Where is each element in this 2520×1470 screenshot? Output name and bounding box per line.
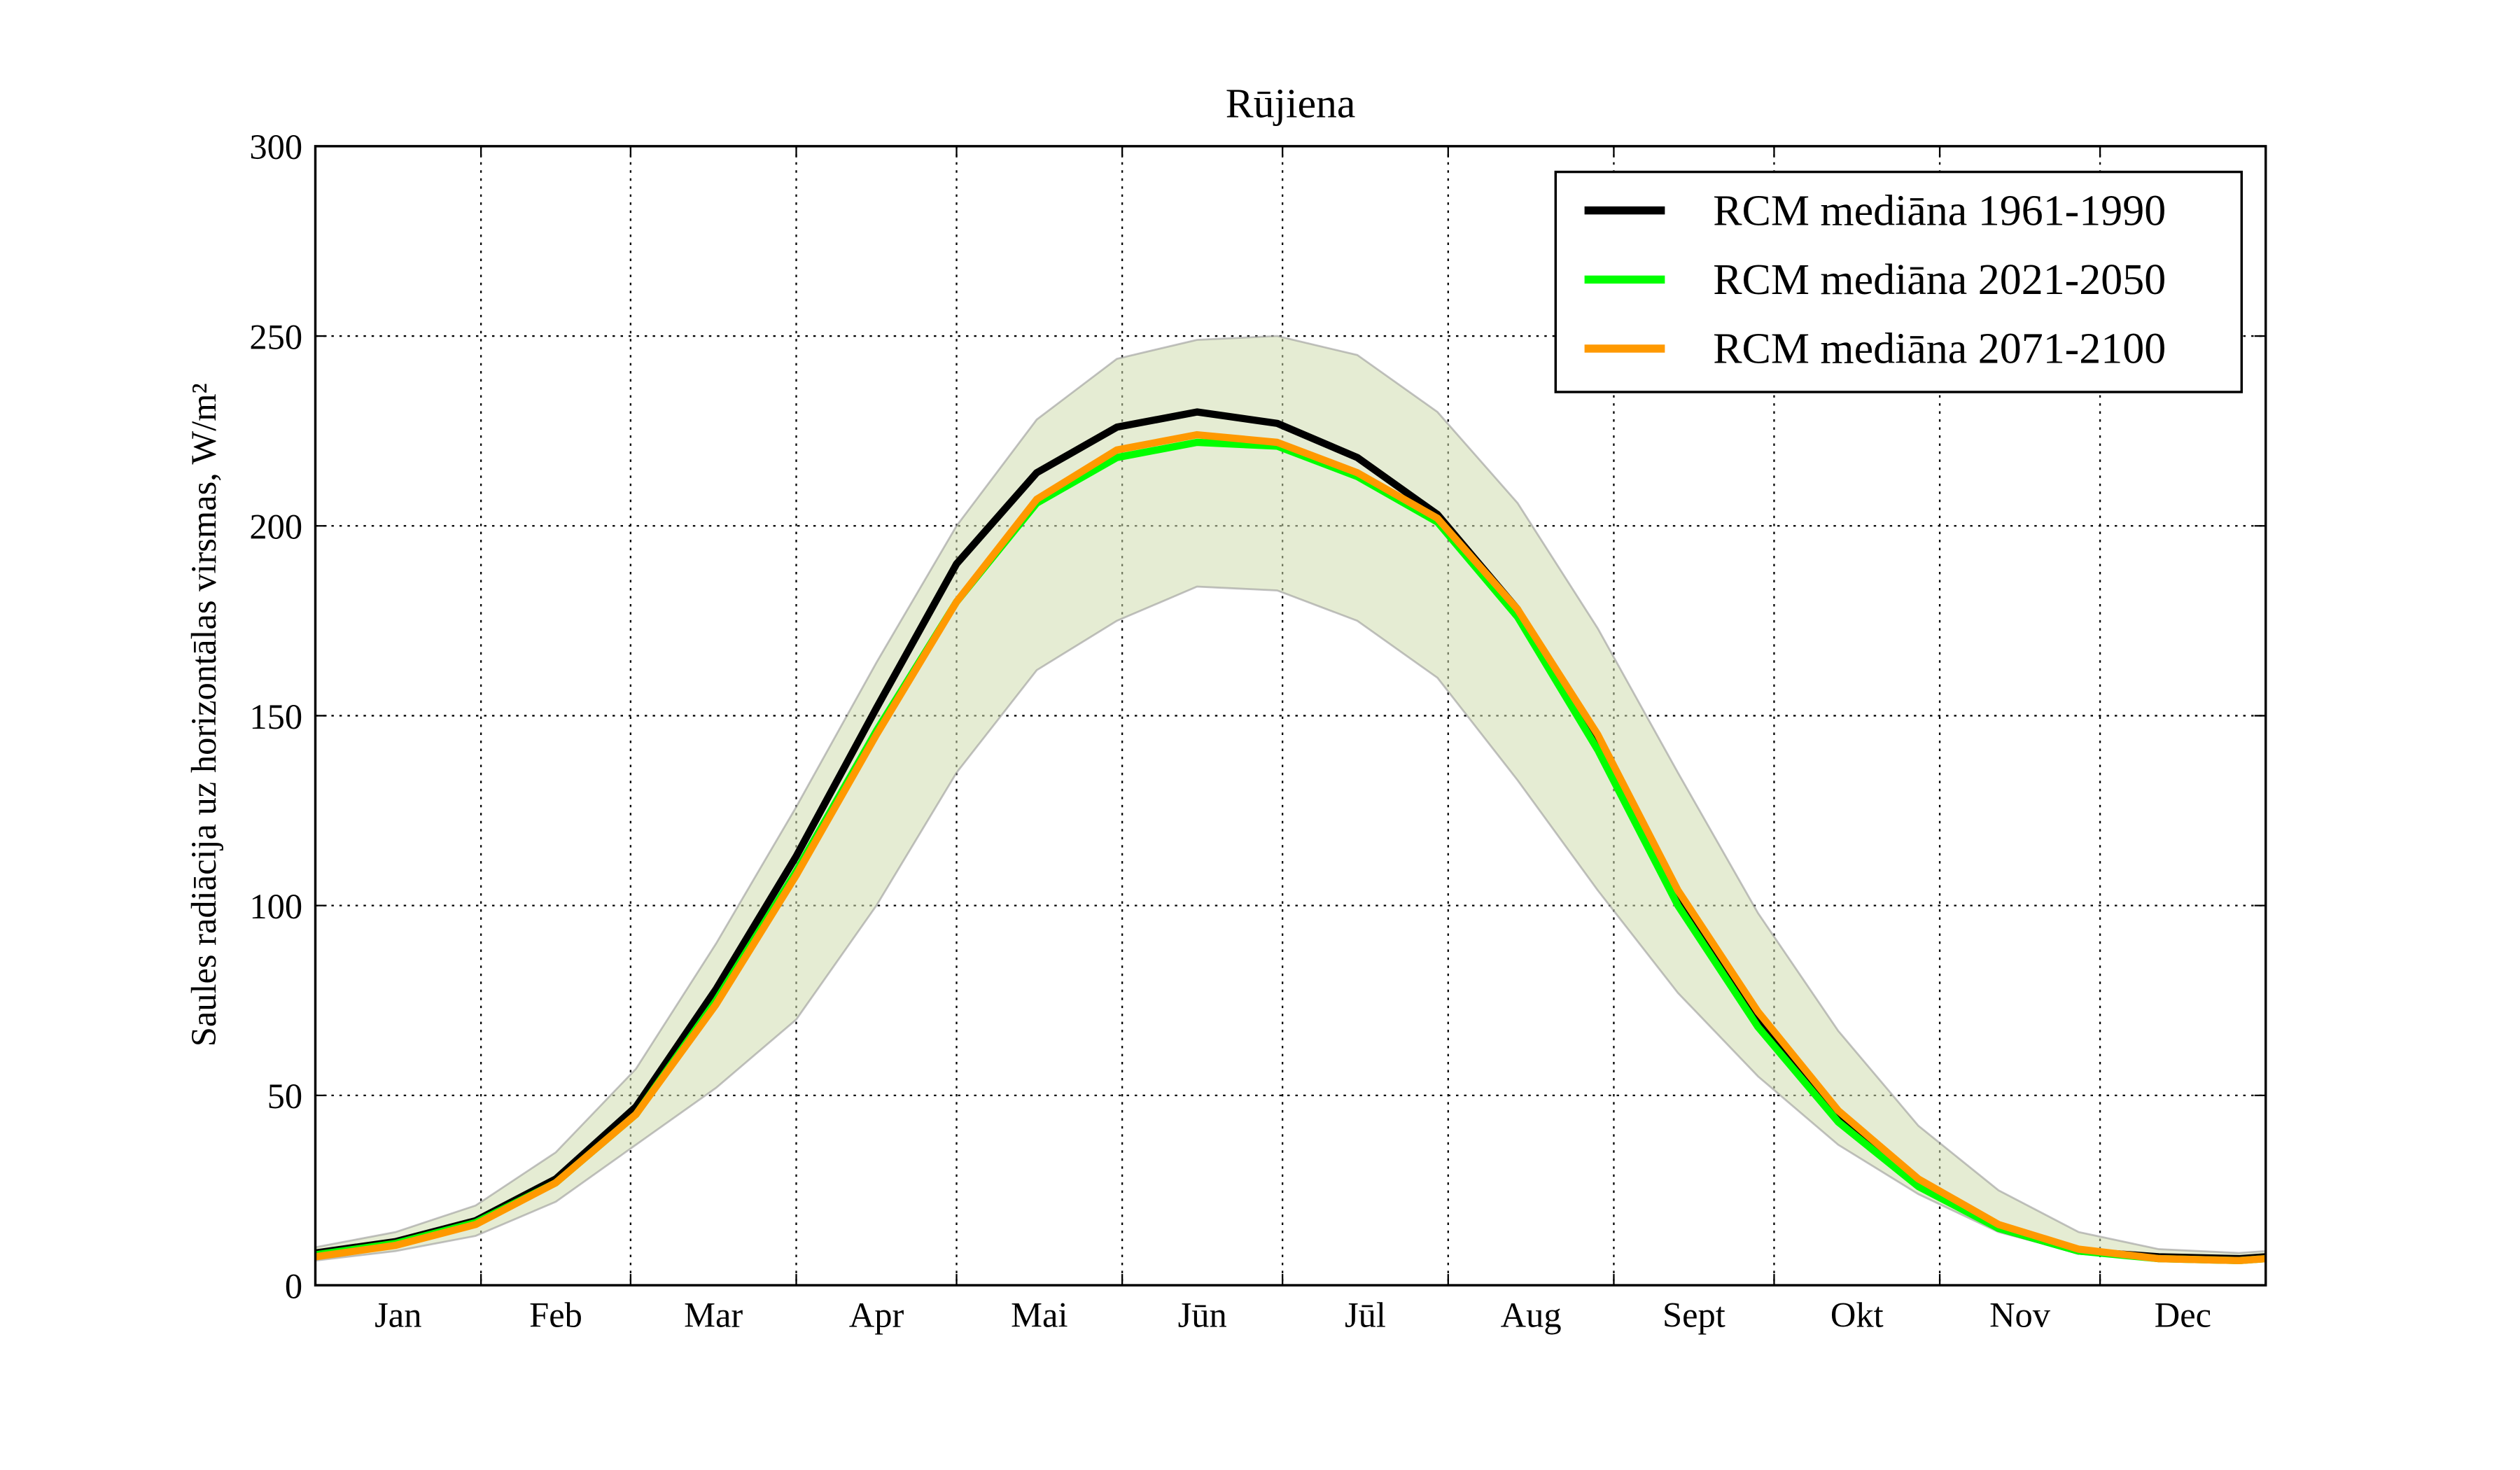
x-tick-label: Jūn bbox=[1178, 1296, 1227, 1335]
y-tick-label: 300 bbox=[249, 127, 302, 167]
x-tick-label: Apr bbox=[849, 1296, 904, 1335]
y-axis-label: Saules radiācija uz horizontālas virsmas… bbox=[184, 383, 223, 1046]
x-tick-label: Sept bbox=[1662, 1296, 1726, 1335]
x-tick-label: Mai bbox=[1011, 1296, 1068, 1335]
line-series bbox=[314, 430, 2267, 1264]
y-tick-label: 250 bbox=[249, 317, 302, 356]
legend-label: RCM mediāna 2021-2050 bbox=[1713, 256, 2166, 304]
legend-label: RCM mediāna 2071-2100 bbox=[1713, 326, 2166, 373]
chart-title: Rūjiena bbox=[1226, 80, 1356, 127]
x-tick-label: Feb bbox=[529, 1296, 582, 1335]
y-tick-label: 100 bbox=[249, 887, 302, 926]
plot-frame bbox=[314, 145, 2267, 1287]
x-tick-label: Okt bbox=[1830, 1296, 1884, 1335]
legend-box bbox=[1554, 170, 2244, 393]
x-tick-label: Jūl bbox=[1345, 1296, 1386, 1335]
y-tick-label: 0 bbox=[285, 1266, 302, 1306]
y-tick-label: 200 bbox=[249, 507, 302, 547]
legend-label: RCM mediāna 1961-1990 bbox=[1713, 187, 2166, 234]
x-tick-label: Jan bbox=[374, 1296, 421, 1335]
y-tick-label: 50 bbox=[267, 1077, 302, 1116]
x-tick-label: Aug bbox=[1501, 1296, 1562, 1335]
x-tick-label: Nov bbox=[1989, 1296, 2051, 1335]
y-tick-label: 150 bbox=[249, 697, 302, 736]
x-tick-label: Mar bbox=[684, 1296, 743, 1335]
x-tick-label: Dec bbox=[2155, 1296, 2211, 1335]
